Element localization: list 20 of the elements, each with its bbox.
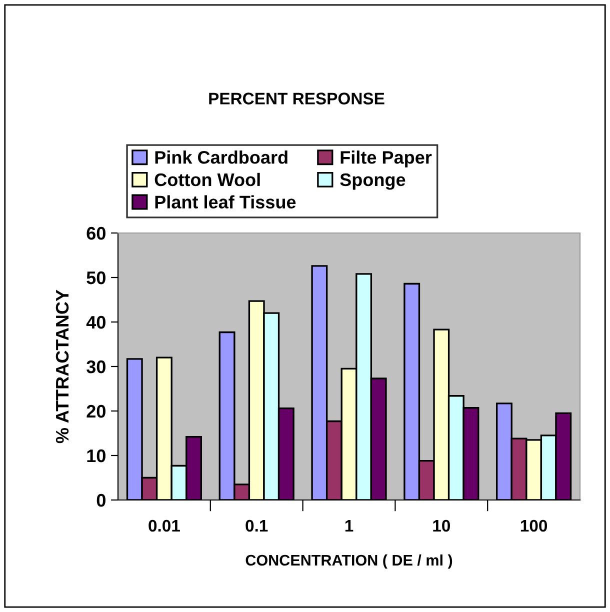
y-tick-label: 30 xyxy=(86,360,106,374)
y-tick-label: 40 xyxy=(86,316,106,329)
x-tick-label: 0.01 xyxy=(148,520,180,532)
chart-title: PERCENT RESPONSE xyxy=(209,92,384,104)
x-tick-label: 100 xyxy=(520,520,548,532)
y-tick-label: 0 xyxy=(96,494,106,507)
legend-label: Plant leaf Tissue xyxy=(155,195,296,208)
x-tick-label: 1 xyxy=(345,520,354,532)
x-axis-title: CONCENTRATION ( DE / ml ) xyxy=(246,554,452,569)
legend-label: Sponge xyxy=(340,173,406,190)
legend-label: Cotton Wool xyxy=(154,172,260,186)
y-tick-label: 20 xyxy=(86,404,106,418)
y-tick-label: 10 xyxy=(87,449,106,462)
legend-label: Pink Cardboard xyxy=(155,150,288,164)
y-tick-label: 60 xyxy=(86,226,106,240)
y-tick-label: 50 xyxy=(86,271,106,284)
legend-label: Filte Paper xyxy=(340,150,432,168)
y-axis-title: % ATTRACTANCY xyxy=(56,290,69,444)
x-tick-label: 0.1 xyxy=(246,520,268,532)
x-tick-label: 10 xyxy=(433,520,450,532)
